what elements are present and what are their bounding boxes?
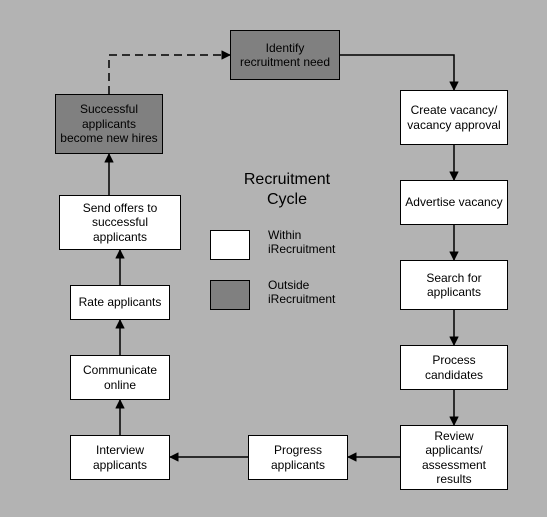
- node-identify-label: Identify recruitment need: [235, 41, 335, 70]
- node-create: Create vacancy/ vacancy approval: [400, 90, 508, 145]
- legend-label-within: Within iRecruitment: [268, 228, 358, 257]
- node-successful-label: Successful applicants become new hires: [60, 102, 158, 145]
- node-progress-label: Progress applicants: [253, 443, 343, 472]
- diagram-title: Recruitment Cycle: [227, 170, 347, 210]
- node-advertise-label: Advertise vacancy: [405, 195, 502, 209]
- node-process: Process candidates: [400, 345, 508, 390]
- edge-successful-to-identify: [109, 55, 230, 94]
- node-rate-label: Rate applicants: [79, 295, 162, 309]
- node-interview-label: Interview applicants: [75, 443, 165, 472]
- node-advertise: Advertise vacancy: [400, 180, 508, 225]
- legend-swatch-outside: [210, 280, 250, 310]
- node-send-label: Send offers to successful applicants: [64, 201, 176, 244]
- node-communicate-label: Communicate online: [75, 363, 165, 392]
- node-review-label: Review applicants/ assessment results: [405, 429, 503, 487]
- legend-label-outside: Outside iRecruitment: [268, 278, 358, 307]
- node-communicate: Communicate online: [70, 355, 170, 400]
- node-review: Review applicants/ assessment results: [400, 425, 508, 490]
- flowchart-canvas: Identify recruitment need Create vacancy/…: [0, 0, 547, 517]
- node-successful: Successful applicants become new hires: [55, 94, 163, 154]
- node-interview: Interview applicants: [70, 435, 170, 480]
- node-create-label: Create vacancy/ vacancy approval: [405, 103, 503, 132]
- node-process-label: Process candidates: [405, 353, 503, 382]
- edge-identify-to-create: [340, 55, 454, 90]
- node-identify: Identify recruitment need: [230, 30, 340, 80]
- node-search: Search for applicants: [400, 260, 508, 310]
- node-rate: Rate applicants: [70, 285, 170, 320]
- node-send: Send offers to successful applicants: [59, 195, 181, 250]
- legend-swatch-within: [210, 230, 250, 260]
- node-progress: Progress applicants: [248, 435, 348, 480]
- node-search-label: Search for applicants: [405, 271, 503, 300]
